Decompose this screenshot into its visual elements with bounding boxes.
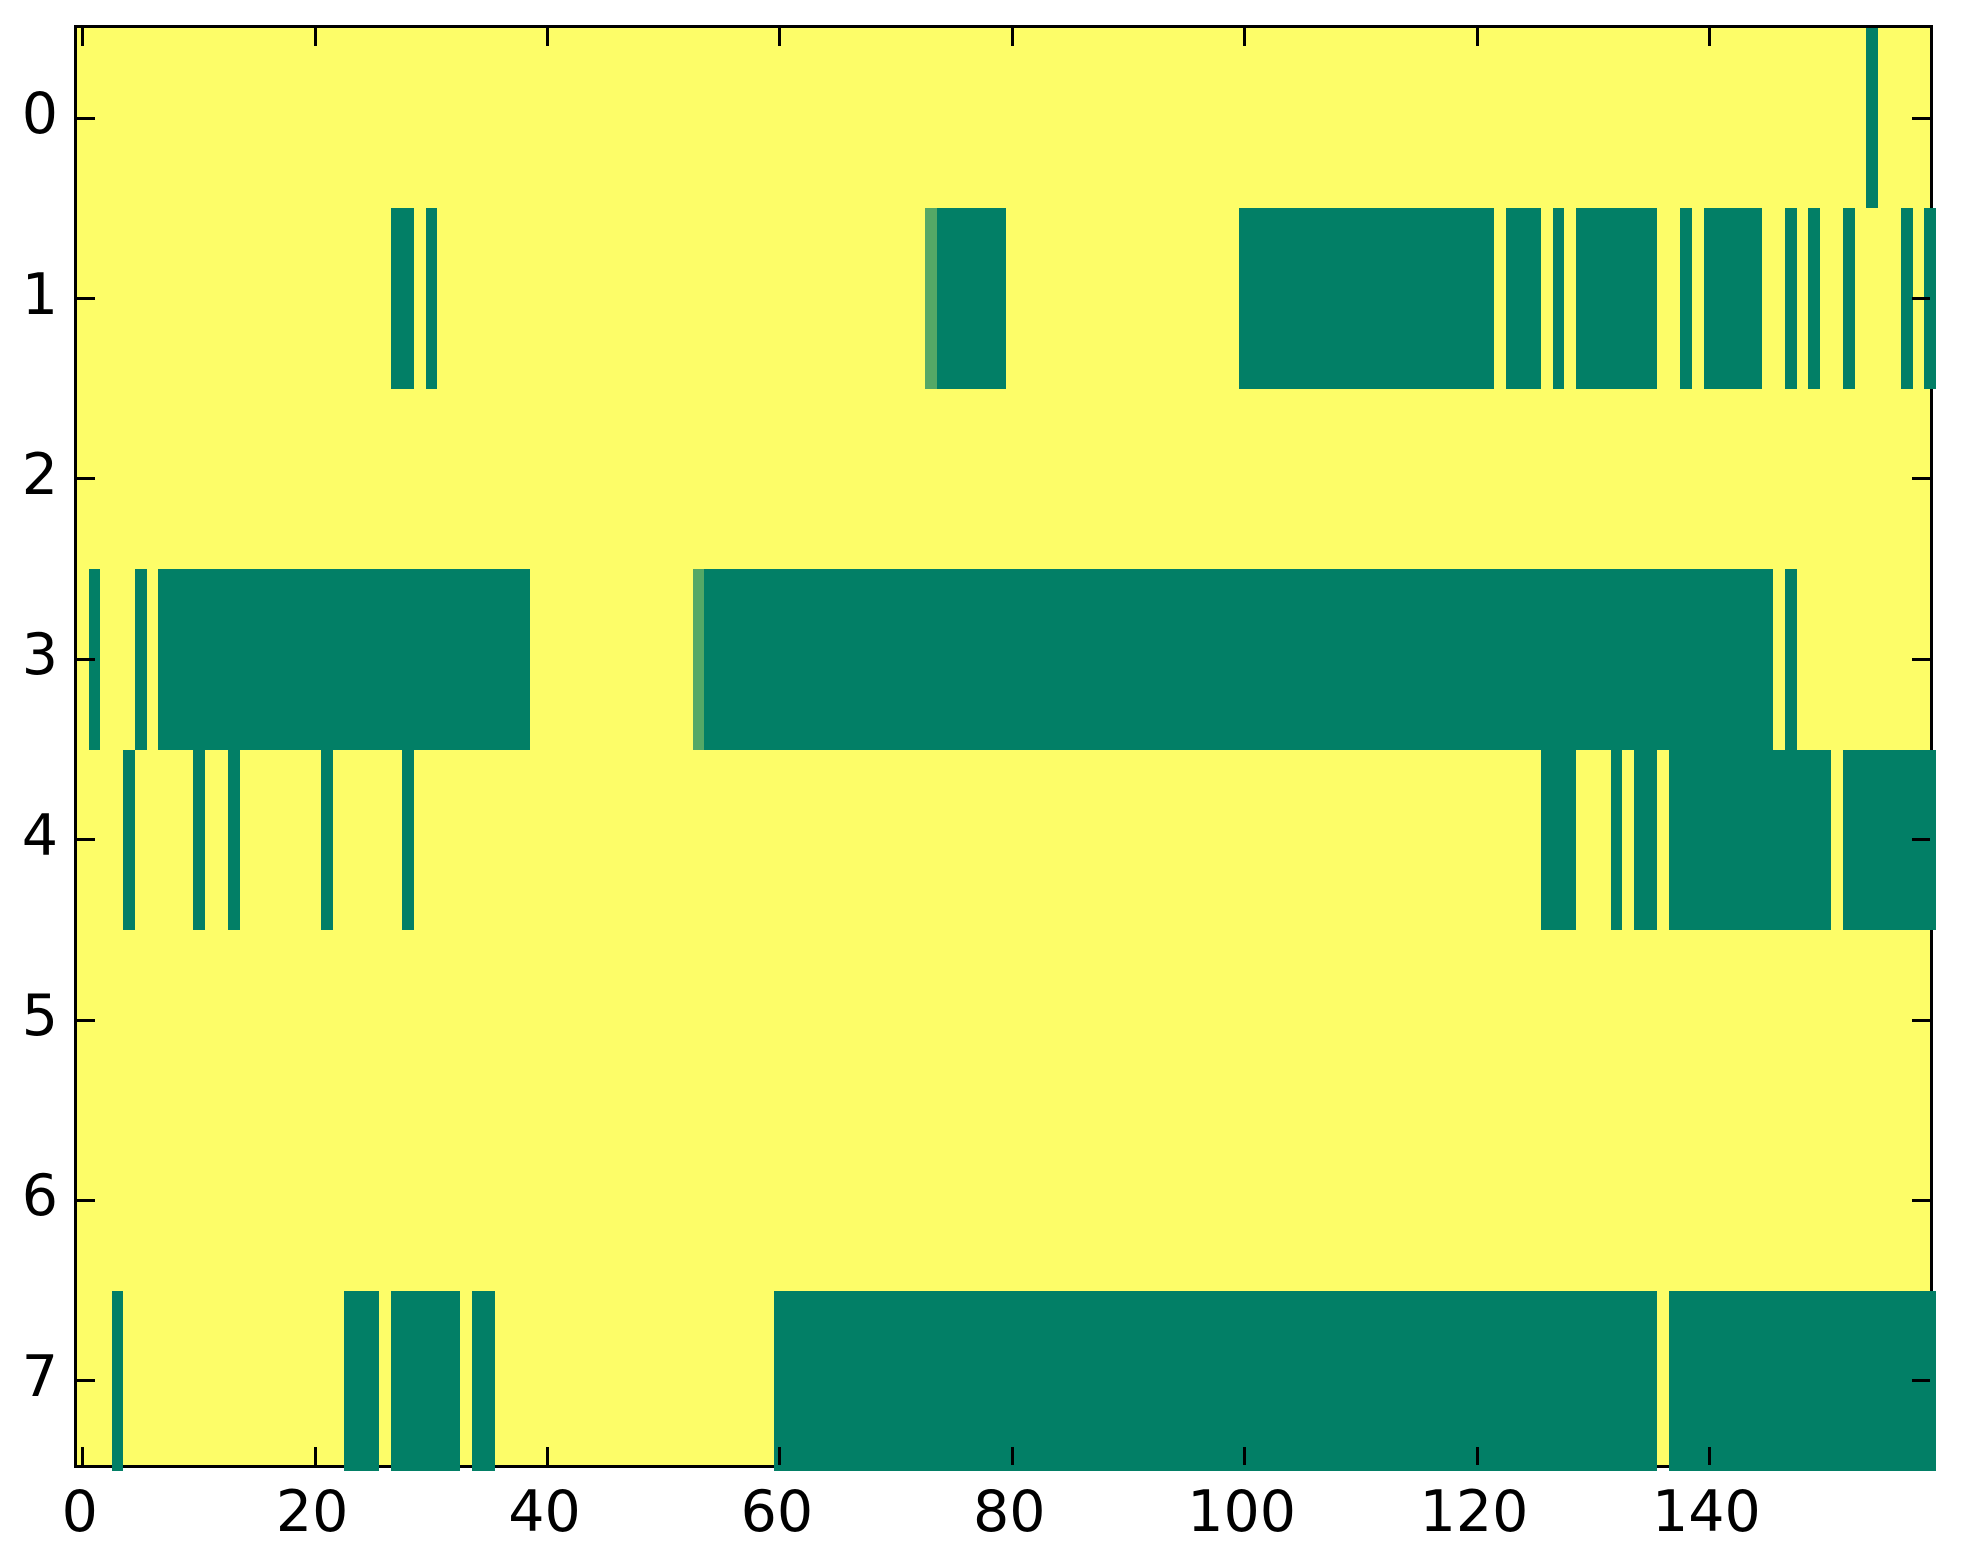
- heatmap-segment-row7: [774, 1290, 1658, 1471]
- y-axis-tick: [1912, 297, 1930, 301]
- x-axis-tick: [778, 1447, 782, 1465]
- x-axis-tick: [81, 28, 85, 46]
- heatmap-segment-row4: [1633, 749, 1658, 930]
- heatmap-segment-row1: [1703, 208, 1762, 389]
- y-axis-tick: [1912, 1018, 1930, 1022]
- heatmap-segment-row1: [1506, 208, 1541, 389]
- y-axis-tick: [1912, 477, 1930, 481]
- heatmap-segment-row1: [1552, 208, 1565, 389]
- y-axis-tick: [77, 657, 95, 661]
- y-axis-tick: [77, 1379, 95, 1383]
- heatmap-segment-row7: [390, 1290, 461, 1471]
- y-axis-tick: [77, 116, 95, 120]
- x-axis-tick: [81, 1447, 85, 1465]
- heatmap-segment-row4: [193, 749, 205, 930]
- x-axis-tick: [1010, 28, 1014, 46]
- heatmap-segment-row7: [472, 1290, 496, 1471]
- y-tick-label: 2: [21, 441, 58, 508]
- x-axis-tick: [1475, 28, 1479, 46]
- x-axis-tick: [546, 1447, 550, 1465]
- heatmap-segment-row3: [704, 569, 1774, 750]
- y-tick-label: 3: [21, 622, 58, 689]
- y-tick-label: 6: [21, 1163, 58, 1230]
- heatmap-segment-row4: [228, 749, 240, 930]
- y-tick-label: 0: [21, 81, 58, 148]
- heatmap-segment-row3: [158, 569, 531, 750]
- y-axis-tick: [77, 1018, 95, 1022]
- heatmap-segment-row1: [1575, 208, 1658, 389]
- heatmap-segment-row1: [1238, 208, 1495, 389]
- heatmap-segment-row4: [1668, 749, 1832, 930]
- x-tick-label: 140: [1652, 1479, 1761, 1545]
- heatmap-segment-row1: [925, 208, 937, 389]
- heatmap-segment-row4: [402, 749, 414, 930]
- x-axis-tick: [1707, 28, 1711, 46]
- heatmap-segment-row1: [390, 208, 414, 389]
- heatmap-segment-row4: [1610, 749, 1623, 930]
- heatmap-segment-row1: [1843, 208, 1855, 389]
- y-axis-tick: [1912, 1198, 1930, 1202]
- x-axis-tick: [546, 28, 550, 46]
- y-axis-tick: [1912, 116, 1930, 120]
- x-tick-label: 40: [508, 1479, 581, 1545]
- x-tick-label: 120: [1419, 1479, 1529, 1545]
- x-axis-tick: [313, 28, 317, 46]
- x-axis-tick: [1243, 1447, 1247, 1465]
- heatmap-segment-row3: [1784, 569, 1797, 750]
- heatmap-segment-row4: [1540, 749, 1576, 930]
- x-tick-label: 100: [1187, 1479, 1297, 1545]
- heatmap-segment-row7: [344, 1290, 380, 1471]
- y-axis-tick: [77, 838, 95, 842]
- x-axis-tick: [313, 1447, 317, 1465]
- x-tick-label: 80: [973, 1479, 1046, 1545]
- heatmap-segment-row1: [425, 208, 438, 389]
- plot-area: [74, 25, 1936, 1471]
- y-axis-tick: [77, 1198, 95, 1202]
- heatmap-segment-row1: [1784, 208, 1797, 389]
- heatmap-segment-row4: [123, 749, 136, 930]
- y-axis-tick: [77, 477, 95, 481]
- heatmap-segment-row0: [1866, 28, 1878, 209]
- heatmap-segment-row7: [1668, 1290, 1936, 1471]
- y-tick-label: 1: [21, 261, 58, 328]
- heatmap-segment-row3: [692, 569, 705, 750]
- x-axis-tick: [1010, 1447, 1014, 1465]
- y-axis-tick: [77, 297, 95, 301]
- heatmap-segment-row1: [1680, 208, 1692, 389]
- x-tick-label: 0: [61, 1479, 98, 1545]
- heatmap-segment-row3: [135, 569, 147, 750]
- y-tick-label: 4: [21, 802, 58, 869]
- heatmap-segment-row7: [111, 1290, 124, 1471]
- heatmap-segment-row1: [1924, 208, 1936, 389]
- x-axis-tick: [1707, 1447, 1711, 1465]
- heatmap-segment-row1: [1808, 208, 1820, 389]
- heatmap-segment-row1: [936, 208, 1007, 389]
- heatmap-segment-row1: [1901, 208, 1913, 389]
- y-axis-tick: [1912, 657, 1930, 661]
- heatmap-segment-row4: [320, 749, 333, 930]
- y-tick-label: 7: [21, 1343, 58, 1410]
- y-axis-tick: [1912, 1379, 1930, 1383]
- x-axis-tick: [778, 28, 782, 46]
- x-axis-tick: [1475, 1447, 1479, 1465]
- x-axis-tick: [1243, 28, 1247, 46]
- x-tick-label: 20: [275, 1479, 349, 1545]
- y-tick-label: 5: [21, 983, 58, 1050]
- y-axis-tick: [1912, 838, 1930, 842]
- x-tick-label: 60: [740, 1479, 814, 1545]
